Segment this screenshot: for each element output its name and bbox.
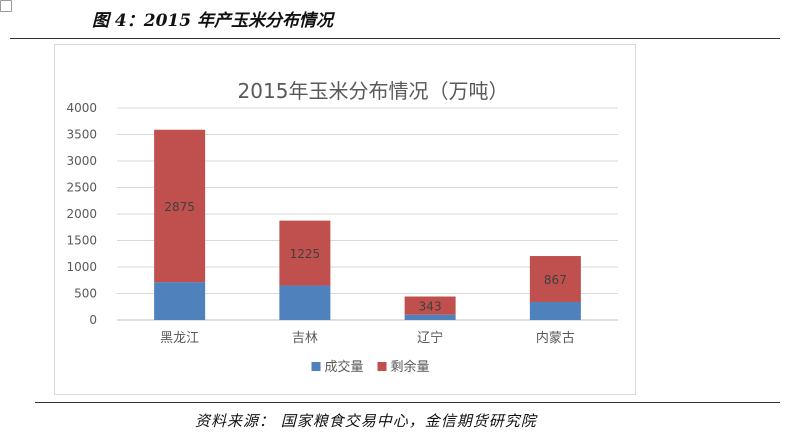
data-label: 343 bbox=[419, 300, 442, 314]
y-tick-label: 4000 bbox=[66, 101, 97, 115]
bar-segment bbox=[404, 314, 456, 320]
y-tick-label: 3500 bbox=[66, 128, 97, 142]
legend-swatch bbox=[311, 362, 321, 371]
legend-label: 成交量 bbox=[325, 359, 364, 375]
top-rule bbox=[10, 38, 780, 39]
bars: 2875 1225 343 867 bbox=[154, 129, 581, 320]
corner-mark bbox=[0, 0, 12, 12]
bar-segment bbox=[279, 220, 331, 286]
bar-segment bbox=[279, 285, 331, 320]
chart-frame: 2015年玉米分布情况（万吨） 0 500 1000 1500 2000 2500 3000… bbox=[54, 44, 636, 395]
y-axis: 0 500 1000 1500 2000 2500 3000 3500 4000 bbox=[66, 101, 97, 327]
y-tick-label: 500 bbox=[74, 287, 97, 301]
data-label: 2875 bbox=[164, 200, 195, 214]
source-note: 资料来源： 国家粮食交易中心，金信期货研究院 bbox=[195, 412, 537, 430]
legend-label: 剩余量 bbox=[391, 359, 430, 375]
legend: 成交量 剩余量 bbox=[311, 359, 430, 375]
x-tick-label: 吉林 bbox=[292, 331, 318, 346]
bar-segment bbox=[404, 296, 456, 315]
bottom-rule bbox=[35, 402, 780, 403]
y-tick-label: 3000 bbox=[66, 154, 97, 168]
figure-title: 图 4：2015 年产玉米分布情况 bbox=[92, 11, 333, 31]
x-tick-label: 内蒙古 bbox=[536, 330, 575, 346]
y-tick-label: 2000 bbox=[66, 207, 97, 221]
x-tick-label: 黑龙江 bbox=[160, 331, 199, 346]
y-tick-label: 1500 bbox=[66, 234, 97, 248]
chart-svg: 2015年玉米分布情况（万吨） 0 500 1000 1500 2000 2500 3000… bbox=[66, 79, 618, 375]
chart-title: 2015年玉米分布情况（万吨） bbox=[238, 79, 509, 103]
y-tick-label: 1000 bbox=[66, 260, 97, 274]
bar-segment bbox=[529, 256, 581, 302]
x-axis: 黑龙江 吉林 辽宁 内蒙古 bbox=[160, 330, 575, 346]
y-tick-label: 2500 bbox=[66, 181, 97, 195]
data-label: 1225 bbox=[290, 247, 321, 261]
data-label: 867 bbox=[544, 273, 567, 287]
bar-segment bbox=[154, 282, 206, 320]
y-tick-label: 0 bbox=[89, 313, 97, 327]
bar-segment bbox=[154, 129, 206, 283]
x-tick-label: 辽宁 bbox=[417, 330, 443, 346]
legend-swatch bbox=[377, 362, 387, 371]
bar-segment bbox=[529, 301, 581, 320]
